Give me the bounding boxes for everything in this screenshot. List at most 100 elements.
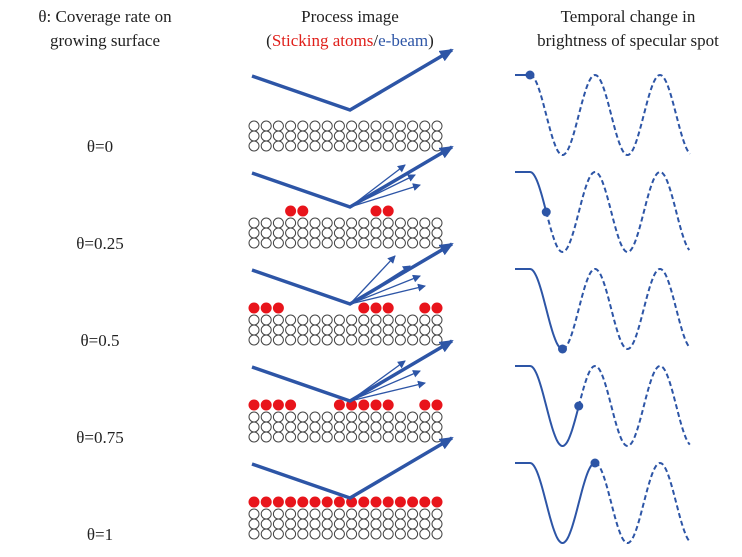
substrate-atom [310, 238, 320, 248]
substrate-atom [334, 131, 344, 141]
sticking-atom [407, 497, 418, 508]
sticking-atom [383, 497, 394, 508]
substrate-atom [383, 432, 393, 442]
substrate-atom [408, 412, 418, 422]
substrate-atom [261, 238, 271, 248]
substrate-atom [420, 228, 430, 238]
substrate-atom [334, 315, 344, 325]
substrate-atom [395, 141, 405, 151]
coverage-label: θ=1 [87, 525, 113, 544]
coverage-label: θ=0.5 [81, 331, 120, 350]
substrate-atom [395, 325, 405, 335]
substrate-atom [408, 509, 418, 519]
substrate-atom [273, 422, 283, 432]
substrate-atom [298, 141, 308, 151]
substrate-atom [420, 218, 430, 228]
substrate-atom [273, 432, 283, 442]
substrate-atom [408, 315, 418, 325]
substrate-atom [347, 121, 357, 131]
substrate-atom [273, 519, 283, 529]
substrate-atom [383, 519, 393, 529]
substrate-atom [359, 325, 369, 335]
substrate-atom [286, 141, 296, 151]
substrate-atom [347, 131, 357, 141]
substrate-atom [310, 228, 320, 238]
substrate-atom [371, 432, 381, 442]
substrate-atom [432, 519, 442, 529]
substrate-atom [420, 432, 430, 442]
substrate-atom [261, 422, 271, 432]
substrate-atom [395, 519, 405, 529]
substrate-atom [371, 335, 381, 345]
substrate-atom [249, 509, 259, 519]
substrate-atom [432, 325, 442, 335]
substrate-atom [395, 228, 405, 238]
header-text: θ: Coverage rate on [38, 7, 172, 26]
substrate-atom [432, 335, 442, 345]
substrate-atom [432, 218, 442, 228]
substrate-atom [298, 238, 308, 248]
substrate-atom [395, 131, 405, 141]
substrate-atom [347, 228, 357, 238]
substrate-atom [432, 141, 442, 151]
substrate-atom [334, 422, 344, 432]
substrate-atom [359, 422, 369, 432]
substrate-atom [408, 335, 418, 345]
substrate-atom [359, 218, 369, 228]
substrate-atom [273, 529, 283, 539]
substrate-atom [298, 315, 308, 325]
substrate-atom [334, 412, 344, 422]
substrate-atom [420, 519, 430, 529]
brightness-dashed [579, 366, 690, 446]
sticking-atom [261, 303, 272, 314]
sticking-atom [297, 206, 308, 217]
substrate-atom [383, 335, 393, 345]
atoms-label: Sticking atoms [272, 31, 374, 50]
e-beam [252, 341, 452, 401]
brightness-dashed [595, 463, 690, 543]
substrate-atom [334, 519, 344, 529]
substrate-atom [273, 325, 283, 335]
substrate-atom [273, 335, 283, 345]
substrate-atom [347, 412, 357, 422]
sticking-atom [310, 497, 321, 508]
header-text: Temporal change in [561, 7, 696, 26]
substrate-atom [310, 325, 320, 335]
substrate-atom [322, 228, 332, 238]
substrate-atom [432, 228, 442, 238]
substrate-atom [298, 529, 308, 539]
substrate-atom [286, 121, 296, 131]
substrate-atom [371, 422, 381, 432]
substrate-atom [383, 529, 393, 539]
substrate-atom [383, 325, 393, 335]
brightness-solid [515, 172, 546, 211]
substrate-atom [395, 529, 405, 539]
scatter-arrow [350, 165, 405, 207]
coverage-label: θ=0.25 [76, 234, 123, 253]
substrate-atom [322, 422, 332, 432]
substrate-atom [322, 121, 332, 131]
substrate-atom [408, 432, 418, 442]
substrate-atom [334, 141, 344, 151]
substrate-atom [420, 315, 430, 325]
substrate-atom [395, 412, 405, 422]
substrate-atom [249, 412, 259, 422]
coverage-label: θ=0.75 [76, 428, 123, 447]
substrate-atom [359, 238, 369, 248]
substrate-atom [371, 529, 381, 539]
brightness-solid [515, 366, 578, 446]
substrate-atom [371, 228, 381, 238]
substrate-atom [371, 141, 381, 151]
substrate-atom [261, 121, 271, 131]
sticking-atom [371, 497, 382, 508]
substrate-atom [408, 422, 418, 432]
substrate-atom [249, 141, 259, 151]
substrate-atom [261, 412, 271, 422]
substrate-atom [286, 412, 296, 422]
substrate-atom [322, 325, 332, 335]
substrate-atom [432, 315, 442, 325]
substrate-atom [273, 131, 283, 141]
substrate-atom [298, 519, 308, 529]
substrate-atom [249, 228, 259, 238]
substrate-atom [371, 315, 381, 325]
